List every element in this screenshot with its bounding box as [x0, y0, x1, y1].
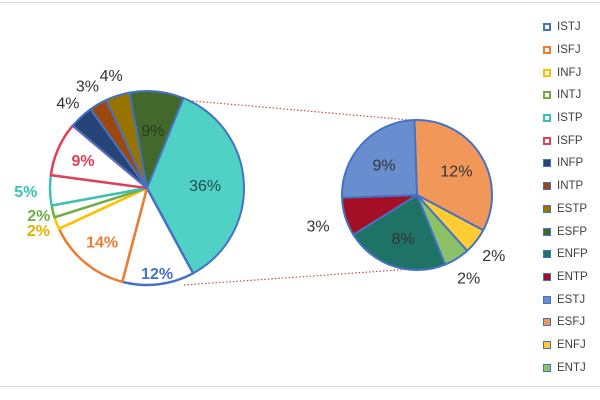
legend-label: INTP — [557, 180, 584, 193]
legend-swatch — [543, 272, 551, 281]
legend: ISTJ ISFJ INFJ INTJ ISTP ISFP INFP INTP ESTP ESFP… — [543, 16, 588, 379]
legend-item-estj[interactable]: ESTJ — [543, 288, 588, 311]
main-data-label-intj: 2% — [27, 208, 50, 225]
legend-label: ISFJ — [557, 44, 581, 57]
legend-label: ISTJ — [557, 21, 581, 34]
main-data-label-istj: 12% — [141, 266, 173, 283]
main-data-label-isfp: 9% — [72, 153, 95, 170]
legend-label: INFJ — [557, 66, 582, 79]
legend-swatch — [543, 68, 551, 77]
legend-item-istj[interactable]: ISTJ — [543, 16, 588, 39]
main-slice-istj[interactable] — [120, 186, 195, 287]
legend-label: ENFP — [557, 248, 588, 261]
legend-label: ESFP — [557, 225, 588, 238]
legend-item-enfp[interactable]: ENFP — [543, 243, 588, 266]
main-slice-other[interactable] — [146, 97, 245, 275]
legend-swatch — [543, 250, 551, 259]
legend-item-enfj[interactable]: ENFJ — [543, 334, 588, 357]
main-data-label-infp: 4% — [56, 96, 79, 113]
legend-label: ENTJ — [557, 361, 586, 374]
legend-swatch — [543, 295, 551, 304]
connector-line-top — [181, 99, 411, 121]
secondary-slice-esfj[interactable] — [413, 119, 493, 232]
legend-label: ISFP — [557, 134, 583, 147]
legend-swatch — [543, 340, 551, 349]
legend-swatch — [543, 136, 551, 145]
main-data-label-infj: 2% — [27, 223, 50, 240]
secondary-slice-enfp[interactable] — [352, 194, 447, 271]
legend-item-esfp[interactable]: ESFP — [543, 220, 588, 243]
legend-swatch — [543, 227, 551, 236]
secondary-data-label-estj: 9% — [373, 157, 396, 174]
legend-item-istp[interactable]: ISTP — [543, 107, 588, 130]
legend-item-isfp[interactable]: ISFP — [543, 129, 588, 152]
legend-swatch — [543, 91, 551, 100]
legend-swatch — [543, 114, 551, 123]
secondary-data-label-esfj: 12% — [440, 163, 472, 180]
legend-swatch — [543, 318, 551, 327]
legend-item-entj[interactable]: ENTJ — [543, 356, 588, 379]
legend-label: ESTP — [557, 202, 588, 215]
secondary-data-label-entp: 3% — [306, 218, 329, 235]
secondary-data-label-entj: 2% — [457, 271, 480, 288]
main-slice-isfj[interactable] — [57, 186, 149, 284]
pie-of-pie-chart: 36%12%14%2%2%5%9%4%3%4%9%12%2%2%8%3%9% — [14, 68, 505, 288]
legend-swatch — [543, 159, 551, 168]
legend-label: ESTJ — [557, 293, 586, 306]
legend-item-entp[interactable]: ENTP — [543, 266, 588, 289]
chart-area — [0, 2, 600, 387]
main-slice-esfp[interactable] — [128, 90, 185, 189]
connector-line-bottom — [183, 268, 413, 286]
secondary-data-label-enfj: 2% — [482, 248, 505, 265]
legend-item-intp[interactable]: INTP — [543, 175, 588, 198]
main-data-label-estp: 4% — [100, 68, 123, 85]
legend-label: INTJ — [557, 89, 582, 102]
legend-item-estp[interactable]: ESTP — [543, 198, 588, 221]
legend-swatch — [543, 363, 551, 372]
legend-item-infp[interactable]: INFP — [543, 152, 588, 175]
legend-item-intj[interactable]: INTJ — [543, 84, 588, 107]
main-data-label-isfj: 14% — [86, 235, 118, 252]
secondary-slice-estj[interactable] — [341, 119, 418, 199]
legend-swatch — [543, 204, 551, 213]
legend-item-isfj[interactable]: ISFJ — [543, 39, 588, 62]
legend-swatch — [543, 182, 551, 191]
legend-label: INFP — [557, 157, 584, 170]
legend-swatch — [543, 46, 551, 55]
legend-label: ESFJ — [557, 316, 586, 329]
legend-label: ISTP — [557, 112, 583, 125]
main-data-label-esfp: 9% — [141, 123, 164, 140]
legend-item-esfj[interactable]: ESFJ — [543, 311, 588, 334]
main-data-label-other: 36% — [189, 178, 221, 195]
legend-item-infj[interactable]: INFJ — [543, 61, 588, 84]
legend-swatch — [543, 23, 551, 32]
secondary-data-label-enfp: 8% — [392, 231, 415, 248]
legend-label: ENTP — [557, 270, 588, 283]
main-data-label-intp: 3% — [76, 79, 99, 96]
legend-label: ENFJ — [557, 338, 586, 351]
main-data-label-istp: 5% — [14, 184, 37, 201]
